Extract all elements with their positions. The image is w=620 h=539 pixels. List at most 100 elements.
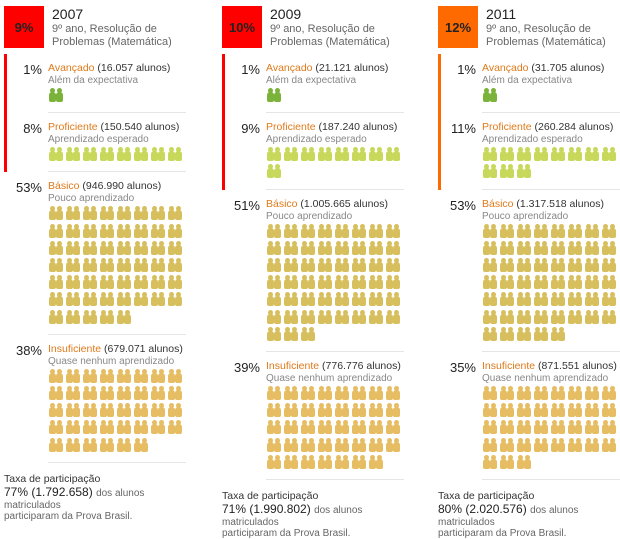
student-pair-icon	[334, 147, 351, 162]
student-pair-icon	[82, 437, 99, 452]
student-pair-icon	[48, 292, 65, 307]
level-percent: 8%	[23, 121, 42, 137]
student-pair-icon	[584, 292, 601, 307]
student-pair-icon	[516, 240, 533, 255]
divider	[266, 350, 404, 352]
student-pair-icon	[283, 454, 300, 469]
student-pair-icon	[150, 240, 167, 255]
student-pair-icon	[533, 223, 550, 238]
levels: 1% Avançado (21.121 alunos) Além da expect…	[222, 54, 408, 480]
student-pair-icon	[65, 240, 82, 255]
student-pair-icon	[82, 403, 99, 418]
student-pair-icon	[482, 454, 499, 469]
student-pair-icon	[150, 420, 167, 435]
student-pair-icon	[82, 240, 99, 255]
level-name: Proficiente	[482, 121, 532, 134]
student-pair-icon	[584, 240, 601, 255]
student-pair-icon	[133, 147, 150, 162]
deficit-badge: 9%	[4, 6, 44, 48]
student-pair-icon	[82, 147, 99, 162]
level-percent: 53%	[449, 197, 476, 213]
student-pair-icon	[116, 368, 133, 383]
student-pair-icon	[300, 292, 317, 307]
student-pair-icon	[300, 454, 317, 469]
student-pair-icon	[150, 257, 167, 272]
student-pair-icon	[533, 257, 550, 272]
level-ins: 35% Insuficiente (871.551 alunos) Quase ne…	[438, 352, 620, 480]
level-name: Insuficiente	[266, 360, 320, 372]
student-pair-icon	[385, 309, 402, 324]
student-pair-icon	[351, 292, 368, 307]
student-pair-icon	[116, 257, 133, 272]
accent-bar	[222, 113, 225, 190]
student-pair-icon	[283, 326, 300, 341]
student-pair-icon	[133, 385, 150, 400]
level-name: Básico	[48, 180, 80, 193]
student-pair-icon	[300, 326, 317, 341]
level-title: Insuficiente (776.776 alunos)	[266, 360, 401, 372]
student-pair-icon	[499, 420, 516, 435]
student-pair-icon	[48, 257, 65, 272]
level-description: Além da expectativa	[482, 75, 573, 86]
student-pair-icon	[385, 147, 402, 162]
level-count: (776.776 alunos)	[319, 360, 401, 372]
divider	[482, 350, 620, 352]
student-pair-icon	[516, 164, 533, 179]
level-ins: 38% Insuficiente (679.071 alunos) Quase ne…	[4, 335, 190, 463]
student-pair-icon	[351, 420, 368, 435]
participation-text-2: participaram da Prova Brasil.	[222, 528, 351, 539]
level-description: Aprendizado esperado	[266, 134, 367, 146]
level-name: Proficiente	[48, 121, 98, 134]
student-pair-icon	[150, 275, 167, 290]
student-pair-icon	[550, 292, 567, 307]
divider	[48, 333, 186, 335]
level-ins: 39% Insuficiente (776.776 alunos) Quase ne…	[222, 352, 408, 480]
accent-bar	[438, 113, 441, 190]
year-label: 2009	[270, 6, 302, 22]
student-pair-icon	[266, 164, 283, 179]
student-pair-icon	[385, 257, 402, 272]
student-pair-icon	[317, 240, 334, 255]
divider	[48, 171, 186, 173]
student-pair-icon	[116, 147, 133, 162]
student-pair-icon	[266, 454, 283, 469]
student-pair-icon	[167, 385, 184, 400]
student-pair-icon	[133, 420, 150, 435]
student-pair-icon	[82, 385, 99, 400]
student-pair-icon	[300, 240, 317, 255]
student-pair-icon	[317, 275, 334, 290]
year-column-2011: 12% 2011 9º ano, Resolução de Problemas (M…	[438, 6, 620, 539]
student-pair-icon	[48, 309, 65, 324]
student-pair-icon	[150, 223, 167, 238]
levels: 1% Avançado (16.057 alunos) Além da expect…	[4, 54, 190, 463]
student-pair-icon	[300, 275, 317, 290]
student-pair-icon	[482, 275, 499, 290]
participation-text: dos alunos matriculados	[222, 505, 363, 528]
student-pair-icon	[533, 437, 550, 452]
student-pair-icon	[334, 420, 351, 435]
student-pair-icon	[82, 368, 99, 383]
student-pair-icon	[150, 385, 167, 400]
student-pair-icon	[48, 147, 65, 162]
level-count: (21.121 alunos)	[312, 62, 389, 74]
student-pair-icon	[283, 437, 300, 452]
student-pair-icon	[65, 420, 82, 435]
student-pair-icon	[266, 292, 283, 307]
student-pair-icon	[368, 292, 385, 307]
student-pair-icon	[317, 386, 334, 400]
student-pair-icon	[567, 437, 584, 452]
student-pair-icon	[65, 403, 82, 418]
student-pair-icon	[482, 292, 499, 307]
participation-text: dos alunos matriculados	[438, 505, 579, 528]
student-pair-icon	[550, 240, 567, 255]
student-pair-icon	[601, 257, 618, 272]
student-pair-icon	[516, 275, 533, 290]
student-pair-icon	[499, 147, 516, 162]
level-adv: 1% Avançado (21.121 alunos) Além da expect…	[222, 54, 408, 114]
student-pair-icon	[351, 437, 368, 452]
level-adv: 1% Avançado (31.705 alunos) Além da expect…	[438, 54, 620, 114]
student-pair-icon	[482, 386, 499, 400]
student-pair-icon	[150, 403, 167, 418]
student-pair-icon	[334, 309, 351, 324]
student-pair-icon	[567, 403, 584, 418]
